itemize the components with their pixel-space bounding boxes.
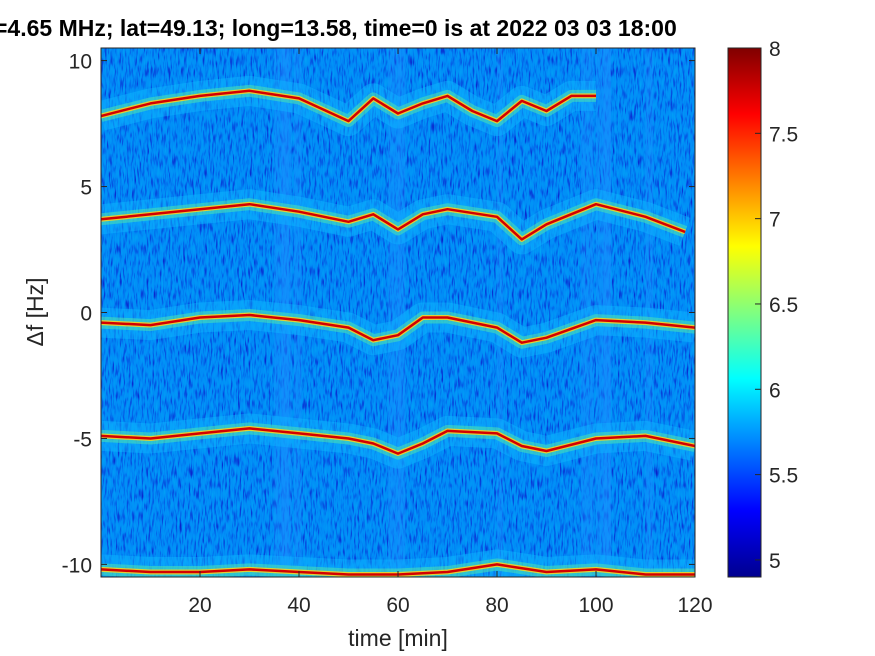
trace-line [101, 89, 596, 123]
y-tick-label: 5 [80, 177, 92, 200]
vertical-stripe [398, 48, 406, 577]
vertical-stripe [596, 48, 611, 577]
vertical-stripe [294, 48, 302, 577]
colorbar-tick-label: 7 [769, 209, 781, 232]
y-tick-label: 10 [69, 51, 92, 74]
y-tick-label: -5 [73, 428, 92, 451]
x-tick-label: 80 [485, 594, 508, 617]
signal-cores [101, 88, 695, 577]
colorbar: 8 7.5 7 6.5 6 5.5 5 [727, 38, 798, 578]
colorbar-tick-label: 5.5 [769, 465, 798, 488]
y-tick-label: 0 [80, 303, 92, 326]
x-tick-label: 20 [188, 594, 211, 617]
colorbar-gradient [727, 47, 762, 578]
x-axis-label: time [min] [348, 625, 448, 651]
x-axis-ticks: 20 40 60 80 100 120 [188, 48, 713, 617]
x-tick-label: 60 [386, 594, 409, 617]
colorbar-tick-label: 5 [769, 550, 781, 573]
vertical-stripe [281, 48, 292, 577]
plot-area [100, 47, 696, 578]
trace-line [101, 202, 686, 241]
trace-line [101, 313, 695, 344]
vertical-stripe [497, 48, 503, 577]
x-tick-label: 40 [287, 594, 310, 617]
chart-title: =4.65 MHz; lat=49.13; long=13.58, time=0… [0, 15, 677, 41]
y-axis-ticks: 10 5 0 -5 -10 [62, 51, 695, 577]
y-tick-label: -10 [62, 554, 92, 577]
vertical-stripes [274, 48, 653, 577]
vertical-stripe [645, 48, 653, 577]
colorbar-tick-label: 6 [769, 379, 781, 402]
colorbar-ticks: 8 7.5 7 6.5 6 5.5 5 [755, 38, 798, 573]
y-axis-label: Δf [Hz] [22, 277, 48, 346]
colorbar-tick-label: 7.5 [769, 123, 798, 146]
x-tick-label: 100 [578, 594, 613, 617]
colorbar-tick-label: 6.5 [769, 294, 798, 317]
x-tick-label: 120 [677, 594, 712, 617]
colorbar-tick-label: 8 [769, 38, 781, 61]
vertical-stripe [603, 48, 611, 577]
trace-line [101, 427, 695, 455]
